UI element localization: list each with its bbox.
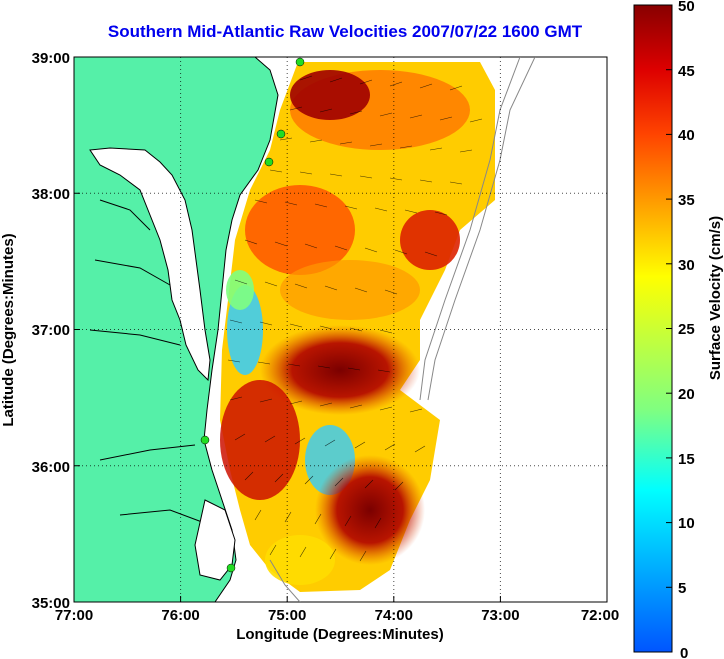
colorbar-tick-label: 25 <box>678 321 695 338</box>
colorbar-tick-label: 0 <box>680 645 688 659</box>
y-tick-label: 38:00 <box>32 186 70 203</box>
colorbar-tick-label: 30 <box>678 257 695 274</box>
x-tick-label: 74:00 <box>375 607 413 624</box>
x-tick-labels: 77:00 76:00 75:00 74:00 73:00 72:00 <box>55 607 619 624</box>
y-tick-label: 35:00 <box>32 595 70 612</box>
y-tick-label: 37:00 <box>32 322 70 339</box>
colorbar-tick-labels: 50 45 40 35 30 25 20 15 10 5 0 <box>678 0 695 659</box>
colorbar-tick-label: 5 <box>678 580 686 597</box>
station-marker <box>276 129 286 139</box>
colorbar-tick-label: 45 <box>678 63 695 80</box>
map-title: Southern Mid-Atlantic Raw Velocities 200… <box>107 22 583 41</box>
y-tick-label: 39:00 <box>32 50 70 67</box>
colorbar-tick-label: 35 <box>678 192 695 209</box>
x-tick-label: 75:00 <box>268 607 306 624</box>
station-marker <box>200 435 210 445</box>
colorbar-tick-label: 10 <box>678 515 695 532</box>
colorbar-tick-label: 40 <box>678 127 695 144</box>
y-tick-label: 36:00 <box>32 459 70 476</box>
x-axis-label: Longitude (Degrees:Minutes) <box>236 626 444 643</box>
x-tick-label: 76:00 <box>161 607 199 624</box>
station-marker <box>264 157 274 167</box>
colorbar-label: Surface Velocity (cm/s) <box>707 216 724 380</box>
x-tick-label: 73:00 <box>481 607 519 624</box>
y-axis-label: Latitude (Degrees:Minutes) <box>0 233 17 426</box>
colorbar-tick-label: 20 <box>678 386 695 403</box>
pamlico-sound <box>194 499 236 581</box>
y-tick-labels: 39:00 38:00 37:00 36:00 35:00 <box>32 50 70 612</box>
x-tick-label: 77:00 <box>55 607 93 624</box>
chesapeake-bay <box>89 147 211 382</box>
colorbar <box>633 4 673 653</box>
colorbar-tick-label: 15 <box>678 451 695 468</box>
x-tick-label: 72:00 <box>581 607 619 624</box>
station-marker <box>226 563 236 573</box>
station-marker <box>295 57 305 67</box>
colorbar-tick-label: 50 <box>678 0 695 15</box>
